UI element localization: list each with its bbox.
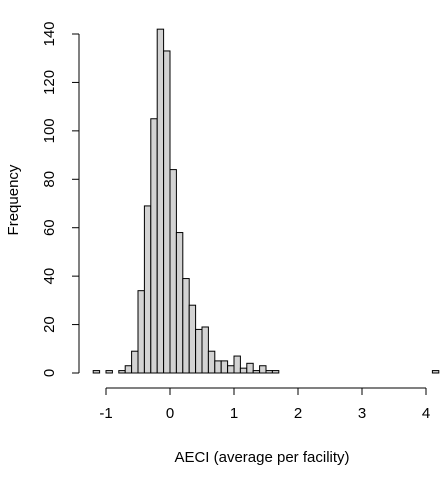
bars-group <box>92 28 440 374</box>
x-tick-label: 0 <box>166 405 174 422</box>
histogram-bar <box>137 290 145 374</box>
histogram-bar <box>105 370 113 374</box>
histogram-bar <box>265 370 273 374</box>
x-tick-label: 3 <box>358 405 366 422</box>
y-tick-label: 20 <box>41 316 58 333</box>
histogram-bar <box>207 350 216 374</box>
x-axis-title: AECI (average per facility) <box>174 449 349 466</box>
histogram-bar <box>220 360 229 374</box>
histogram-bar <box>252 370 261 374</box>
y-tick-label: 0 <box>41 369 58 377</box>
histogram-bar <box>124 365 133 374</box>
histogram-bar <box>239 367 248 374</box>
y-tick-label: 140 <box>41 21 58 46</box>
x-tick-label: 4 <box>422 405 430 422</box>
y-tick-label: 40 <box>41 268 58 285</box>
histogram-bar <box>188 304 197 374</box>
histogram-bar <box>227 365 235 374</box>
x-tick-label: 1 <box>230 405 238 422</box>
histogram-bar <box>92 370 101 374</box>
histogram-bar <box>201 326 209 374</box>
y-tick-label: 120 <box>41 70 58 95</box>
histogram-bar <box>271 370 280 374</box>
histogram-bar <box>431 370 440 374</box>
histogram-bar <box>214 360 222 374</box>
y-axis-title: Frequency <box>5 164 22 235</box>
x-tick-label: -1 <box>99 405 112 422</box>
x-axis: -1 0 1 2 3 4 <box>99 387 430 422</box>
y-tick-label: 60 <box>41 219 58 236</box>
x-tick-label: 2 <box>294 405 302 422</box>
histogram-bar <box>233 355 241 374</box>
histogram-bar <box>195 328 203 374</box>
histogram-bar <box>175 232 184 374</box>
histogram-bar <box>156 28 165 374</box>
histogram-bar <box>246 362 254 374</box>
histogram-bar <box>143 205 152 374</box>
histogram-bar <box>150 118 158 374</box>
y-tick-label: 100 <box>41 118 58 143</box>
histogram-bar <box>169 169 177 374</box>
y-tick-label: 80 <box>41 171 58 188</box>
histogram-bar <box>118 370 126 374</box>
y-axis: 0 20 40 60 80 100 120 140 <box>41 21 80 377</box>
histogram-bar <box>259 365 267 374</box>
histogram-bar <box>182 278 190 374</box>
histogram-bar <box>163 50 171 374</box>
histogram-bar <box>131 350 139 374</box>
